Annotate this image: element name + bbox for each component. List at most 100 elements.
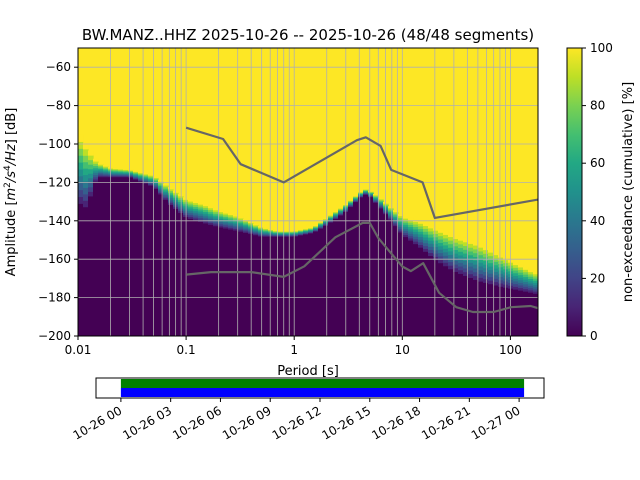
heatmap-cell (348, 199, 354, 201)
heatmap-cell (348, 203, 354, 206)
heatmap-cell (103, 164, 109, 167)
heatmap-cell (468, 258, 474, 263)
heatmap-cell (163, 188, 169, 191)
heatmap-cell (258, 231, 264, 234)
heatmap-cell (418, 220, 424, 224)
heatmap-cell (208, 220, 214, 224)
heatmap-cell (373, 194, 379, 197)
heatmap-cell (318, 228, 324, 336)
heatmap-cell (243, 228, 249, 231)
heatmap-cell (338, 212, 344, 214)
heatmap-cell (493, 254, 499, 259)
heatmap-cell (193, 210, 199, 213)
x-tick-label: 1 (290, 343, 298, 357)
timeline-data-bar (120, 379, 525, 388)
heatmap-cell (93, 158, 99, 162)
heatmap-cell (498, 253, 504, 258)
heatmap-cell (223, 222, 229, 226)
heatmap-cell (483, 267, 489, 272)
heatmap-cell (198, 202, 204, 205)
heatmap-cell (363, 188, 369, 190)
heatmap-cell (198, 215, 204, 219)
heatmap-cell (253, 233, 259, 236)
heatmap-cell (533, 284, 538, 288)
heatmap-cell (213, 218, 219, 221)
heatmap-cell (318, 223, 324, 225)
colorbar-tick-label: 60 (590, 156, 605, 170)
heatmap-cell (353, 197, 359, 199)
heatmap-cell (113, 167, 119, 170)
heatmap-cell (348, 205, 354, 208)
heatmap-cell (353, 195, 359, 197)
heatmap-cell (528, 292, 534, 336)
heatmap-cell (428, 230, 434, 235)
heatmap-cell (263, 230, 269, 232)
y-axis-label: Amplitude [m2/s4/Hz] [dB] (3, 108, 19, 277)
heatmap-cell (418, 223, 424, 227)
heatmap-cell (98, 172, 104, 175)
heatmap-cell (413, 236, 419, 240)
heatmap-cell (143, 183, 149, 336)
heatmap-cell (453, 234, 459, 240)
heatmap-cell (328, 214, 334, 216)
heatmap-cell (168, 197, 174, 200)
heatmap-cell (268, 234, 274, 237)
heatmap-cell (168, 204, 174, 336)
heatmap-cell (323, 223, 329, 226)
heatmap-cell (143, 177, 149, 180)
heatmap-cell (218, 220, 224, 223)
heatmap-cell (273, 232, 279, 234)
heatmap-cell (268, 236, 274, 336)
heatmap-cell (418, 233, 424, 238)
heatmap-cell (83, 206, 89, 336)
heatmap-cell (373, 199, 379, 202)
heatmap-cell (443, 262, 449, 267)
heatmap-cell (393, 217, 399, 220)
heatmap-cell (518, 290, 524, 336)
heatmap-cell (403, 226, 409, 229)
heatmap-cell (378, 198, 384, 201)
heatmap-cell (78, 203, 84, 336)
heatmap-cell (273, 234, 279, 237)
heatmap-cell (88, 173, 94, 179)
heatmap-cell (373, 201, 379, 203)
heatmap-cell (313, 230, 319, 232)
heatmap-cell (518, 269, 524, 273)
y-tick-label: −200 (38, 329, 71, 343)
heatmap-cell (388, 217, 394, 220)
heatmap-cell (273, 235, 279, 237)
heatmap-cell (473, 256, 479, 261)
heatmap-cell (463, 267, 469, 273)
heatmap-cell (393, 220, 399, 224)
heatmap-cell (238, 219, 244, 222)
heatmap-cell (113, 171, 119, 173)
heatmap-cell (398, 224, 404, 228)
heatmap-cell (193, 204, 199, 207)
heatmap-cell (263, 236, 269, 336)
heatmap-cell (168, 193, 174, 197)
heatmap-cell (333, 215, 339, 217)
heatmap-cell (268, 231, 274, 234)
heatmap-cell (213, 213, 219, 216)
heatmap-cell (163, 196, 169, 199)
heatmap-cell (453, 242, 459, 247)
heatmap-cell (353, 199, 359, 201)
heatmap-cell (348, 200, 354, 203)
heatmap-cell (318, 222, 324, 225)
heatmap-cell (158, 193, 164, 336)
heatmap-cell (473, 271, 479, 277)
heatmap-cell (143, 180, 149, 183)
heatmap-cell (388, 210, 394, 213)
heatmap-cell (513, 275, 519, 279)
heatmap-cell (123, 169, 129, 171)
heatmap-cell (513, 261, 519, 266)
heatmap-cell (228, 216, 234, 219)
heatmap-cell (258, 234, 264, 237)
heatmap-cell (168, 195, 174, 199)
heatmap-cell (263, 231, 269, 234)
heatmap-cell (328, 215, 334, 218)
x-axis-label: Period [s] (277, 364, 339, 379)
heatmap-cell (338, 214, 344, 216)
heatmap-cell (228, 212, 234, 216)
heatmap-cell (473, 248, 479, 254)
